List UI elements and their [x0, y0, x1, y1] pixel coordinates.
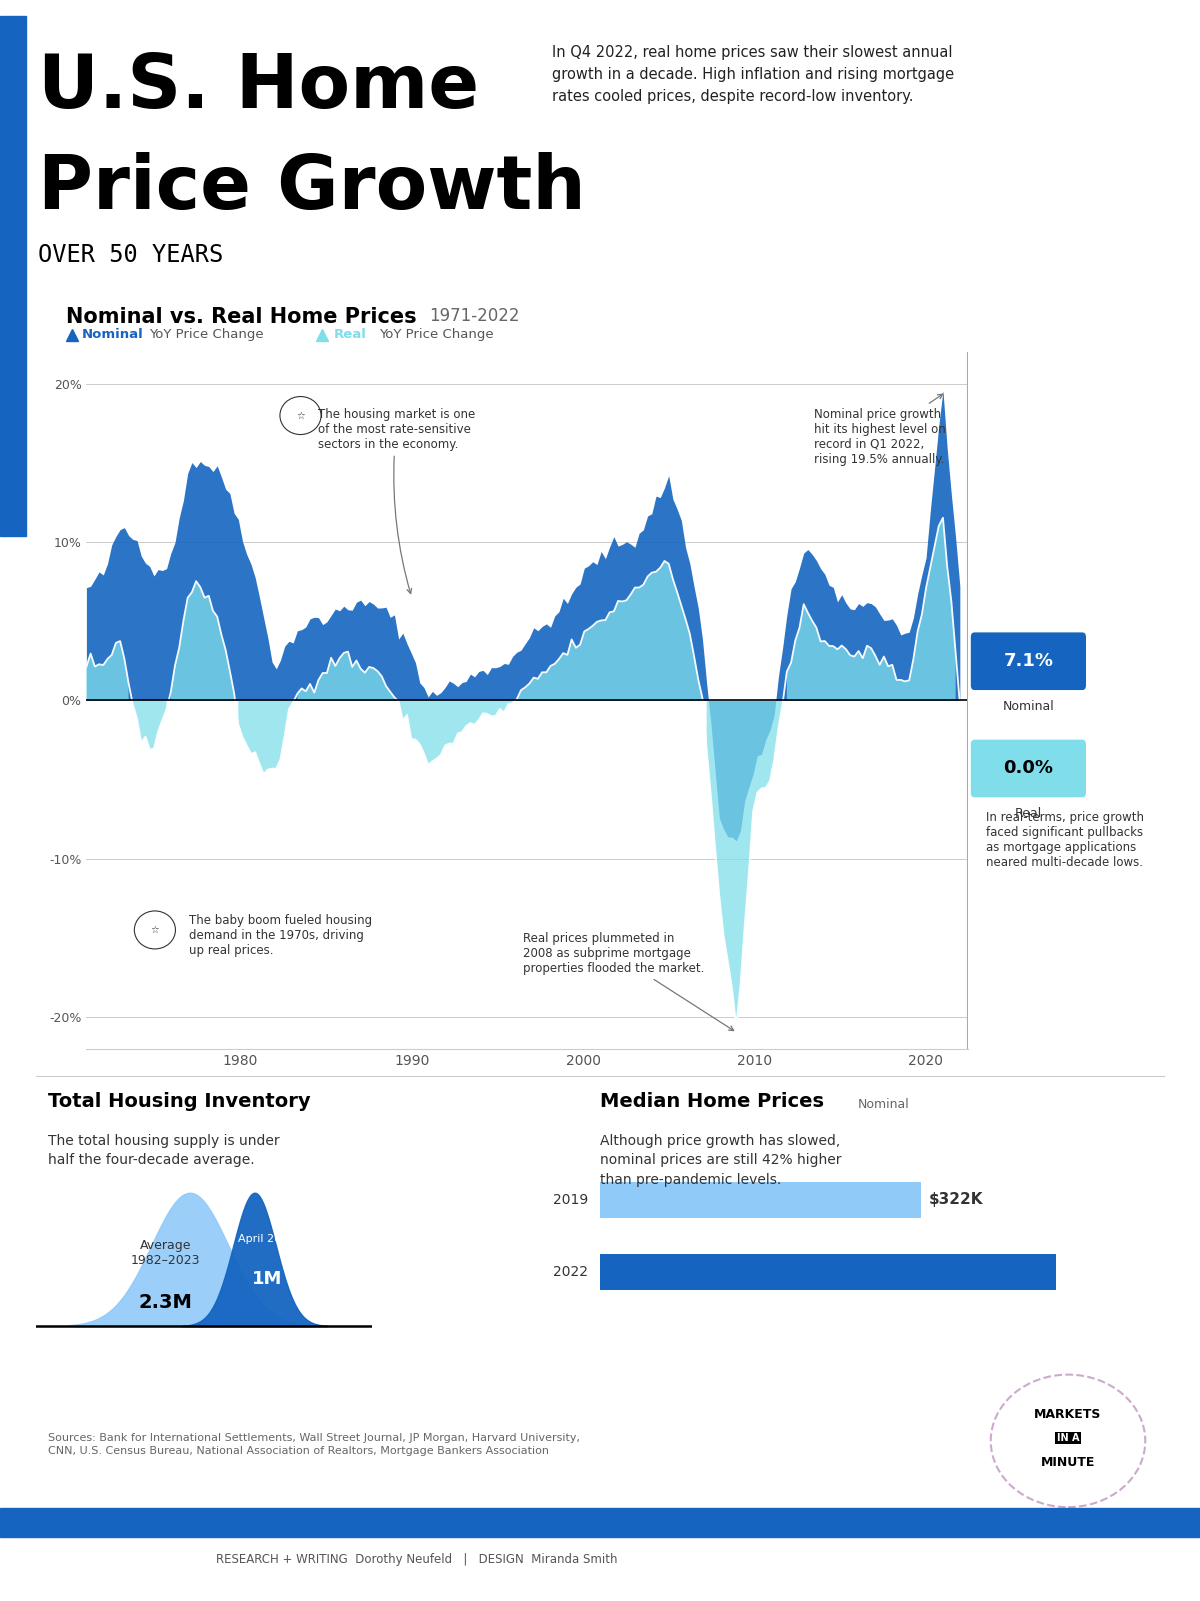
Text: $458K: $458K: [1061, 1265, 1115, 1279]
Text: Nominal: Nominal: [1002, 700, 1055, 712]
Text: OVER 50 YEARS: OVER 50 YEARS: [38, 243, 223, 267]
Text: U.S. Home: U.S. Home: [38, 51, 480, 125]
Text: Median Home Prices: Median Home Prices: [600, 1092, 824, 1111]
Text: ☆: ☆: [150, 925, 160, 935]
Text: Real: Real: [1015, 807, 1042, 820]
Text: The housing market is one
of the most rate-sensitive
sectors in the economy.: The housing market is one of the most ra…: [318, 408, 475, 594]
Text: 2022: 2022: [553, 1265, 588, 1279]
Text: Real: Real: [334, 328, 367, 341]
Text: The total housing supply is under
half the four-decade average.: The total housing supply is under half t…: [48, 1134, 280, 1167]
Text: Nominal: Nominal: [858, 1098, 910, 1111]
Text: Nominal: Nominal: [82, 328, 144, 341]
Text: Nominal vs. Real Home Prices: Nominal vs. Real Home Prices: [66, 307, 416, 327]
Text: Nominal price growth
hit its highest level on
record in Q1 2022,
rising 19.5% an: Nominal price growth hit its highest lev…: [815, 394, 946, 466]
Text: 1M: 1M: [252, 1271, 282, 1289]
Bar: [600, 1254, 1056, 1290]
Text: The baby boom fueled housing
demand in the 1970s, driving
up real prices.: The baby boom fueled housing demand in t…: [190, 914, 372, 957]
Text: Sources: Bank for International Settlements, Wall Street Journal, JP Morgan, Har: Sources: Bank for International Settleme…: [48, 1433, 580, 1455]
Text: Real prices plummeted in
2008 as subprime mortgage
properties flooded the market: Real prices plummeted in 2008 as subprim…: [523, 932, 733, 1031]
Text: YoY Price Change: YoY Price Change: [149, 328, 264, 341]
Text: In Q4 2022, real home prices saw their slowest annual
growth in a decade. High i: In Q4 2022, real home prices saw their s…: [552, 45, 954, 104]
Text: MARKETS: MARKETS: [1034, 1409, 1102, 1422]
Text: YoY Price Change: YoY Price Change: [379, 328, 494, 341]
Text: MINUTE: MINUTE: [1040, 1455, 1096, 1470]
Text: RESEARCH + WRITING  Dorothy Neufeld   |   DESIGN  Miranda Smith: RESEARCH + WRITING Dorothy Neufeld | DES…: [216, 1553, 618, 1566]
Text: In real-terms, price growth
faced significant pullbacks
as mortgage applications: In real-terms, price growth faced signif…: [985, 812, 1144, 869]
Text: 7.1%: 7.1%: [1003, 652, 1054, 671]
Text: 0.0%: 0.0%: [1003, 759, 1054, 778]
Bar: [600, 1182, 920, 1218]
Text: 2019: 2019: [553, 1193, 588, 1207]
Text: April 2023: April 2023: [238, 1234, 295, 1244]
Text: 1971-2022: 1971-2022: [430, 307, 520, 325]
Text: ☆: ☆: [296, 410, 305, 421]
Text: $322K: $322K: [929, 1193, 983, 1207]
Text: Although price growth has slowed,
nominal prices are still 42% higher
than pre-p: Although price growth has slowed, nomina…: [600, 1134, 841, 1186]
Text: 2.3M: 2.3M: [139, 1292, 192, 1311]
Text: Total Housing Inventory: Total Housing Inventory: [48, 1092, 311, 1111]
Text: Average
1982–2023: Average 1982–2023: [131, 1239, 200, 1266]
Text: IN A: IN A: [1057, 1433, 1079, 1443]
Text: Price Growth: Price Growth: [38, 152, 586, 226]
